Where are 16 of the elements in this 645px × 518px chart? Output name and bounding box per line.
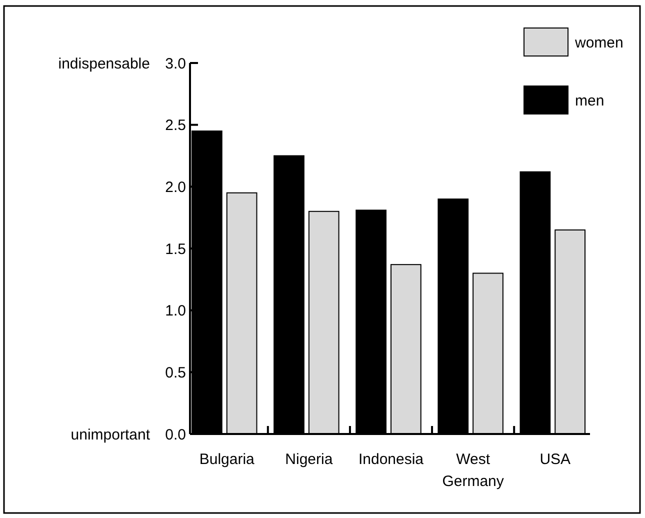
y-tick-label: 2.5 [165,117,186,134]
x-tick-label: Bulgaria [199,451,256,468]
text: unimportant [70,426,151,444]
x-tick-label: Nigeria [285,451,334,468]
y-tick-label: 3.0 [165,55,186,72]
x-tick-label: USA [540,451,571,468]
y-tick-label: 1.5 [165,240,186,258]
text: indispensable [58,55,150,72]
y-tick-label: 0.5 [165,364,186,382]
y-tick-label: 1.0 [165,302,186,320]
legend-label: men [575,92,604,110]
y-tick-label: 2.0 [165,178,186,196]
y-tick-label: 0.0 [165,426,186,444]
x-tick-label: Indonesia [358,451,424,468]
x-tick-label: West Germany [442,451,504,490]
legend-label: women [574,34,624,52]
